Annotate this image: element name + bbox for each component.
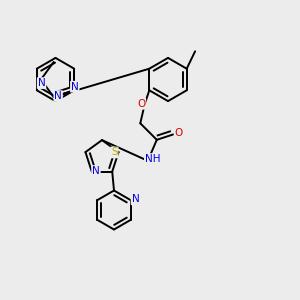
Text: S: S (111, 147, 118, 158)
Text: N: N (92, 166, 100, 176)
Text: N: N (131, 194, 139, 204)
Text: O: O (175, 128, 183, 138)
Text: N: N (54, 91, 62, 101)
Text: N: N (38, 78, 45, 88)
Text: NH: NH (145, 154, 160, 164)
Text: N: N (71, 82, 79, 92)
Text: O: O (137, 99, 145, 109)
